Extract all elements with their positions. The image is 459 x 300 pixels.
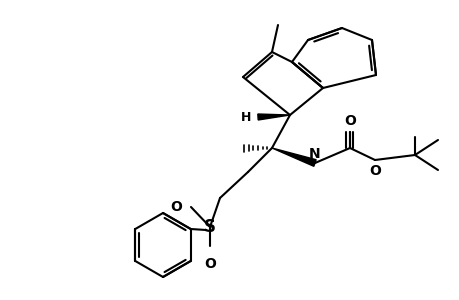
Polygon shape — [271, 148, 315, 166]
Text: O: O — [343, 114, 355, 128]
Polygon shape — [257, 114, 289, 120]
Text: N: N — [308, 147, 320, 161]
Text: O: O — [204, 257, 215, 271]
Text: O: O — [368, 164, 380, 178]
Text: S: S — [203, 218, 216, 236]
Text: O: O — [170, 200, 182, 214]
Text: H: H — [240, 110, 251, 124]
